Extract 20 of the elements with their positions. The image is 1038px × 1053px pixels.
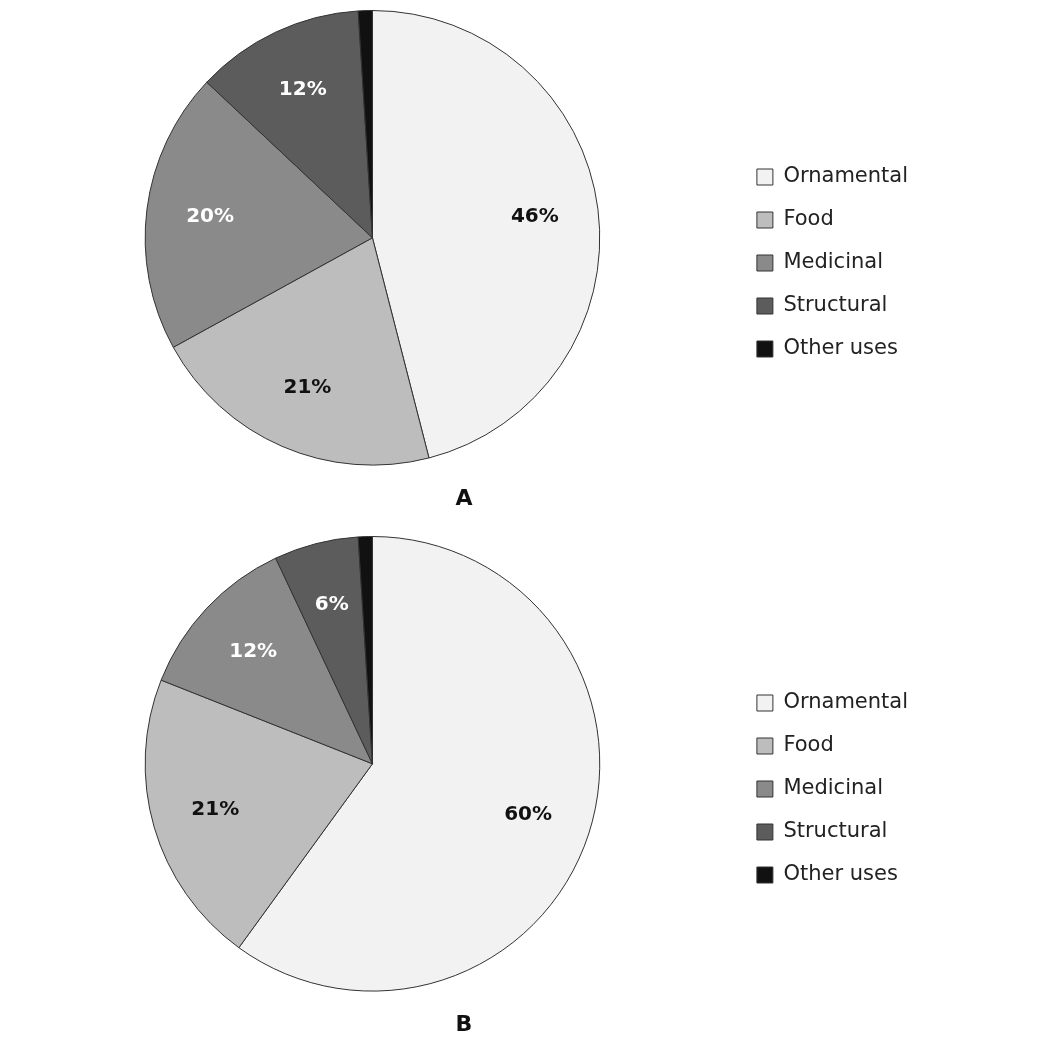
legend-label: Other uses xyxy=(783,335,898,360)
data-label: 12% xyxy=(229,637,278,662)
text: B xyxy=(455,1010,473,1036)
legend-label: Medicinal xyxy=(783,249,884,274)
text: A xyxy=(455,484,473,510)
legend-label: Structural xyxy=(783,818,888,843)
legend-label: Other uses xyxy=(783,861,898,886)
legend-label: Structural xyxy=(783,292,888,317)
legend-label: Ornamental xyxy=(783,689,909,714)
data-label: 60% xyxy=(504,800,553,825)
data-label: 21% xyxy=(191,795,240,820)
legend-label: Food xyxy=(783,732,834,757)
data-label: 12% xyxy=(278,75,327,100)
legend-label: Medicinal xyxy=(783,775,884,800)
data-label: 20% xyxy=(186,203,235,228)
legend-label: Ornamental xyxy=(783,163,909,188)
data-label: 21% xyxy=(283,374,332,399)
data-label: 6% xyxy=(314,591,349,616)
data-label: 46% xyxy=(510,203,559,228)
legend-label: Food xyxy=(783,206,834,231)
